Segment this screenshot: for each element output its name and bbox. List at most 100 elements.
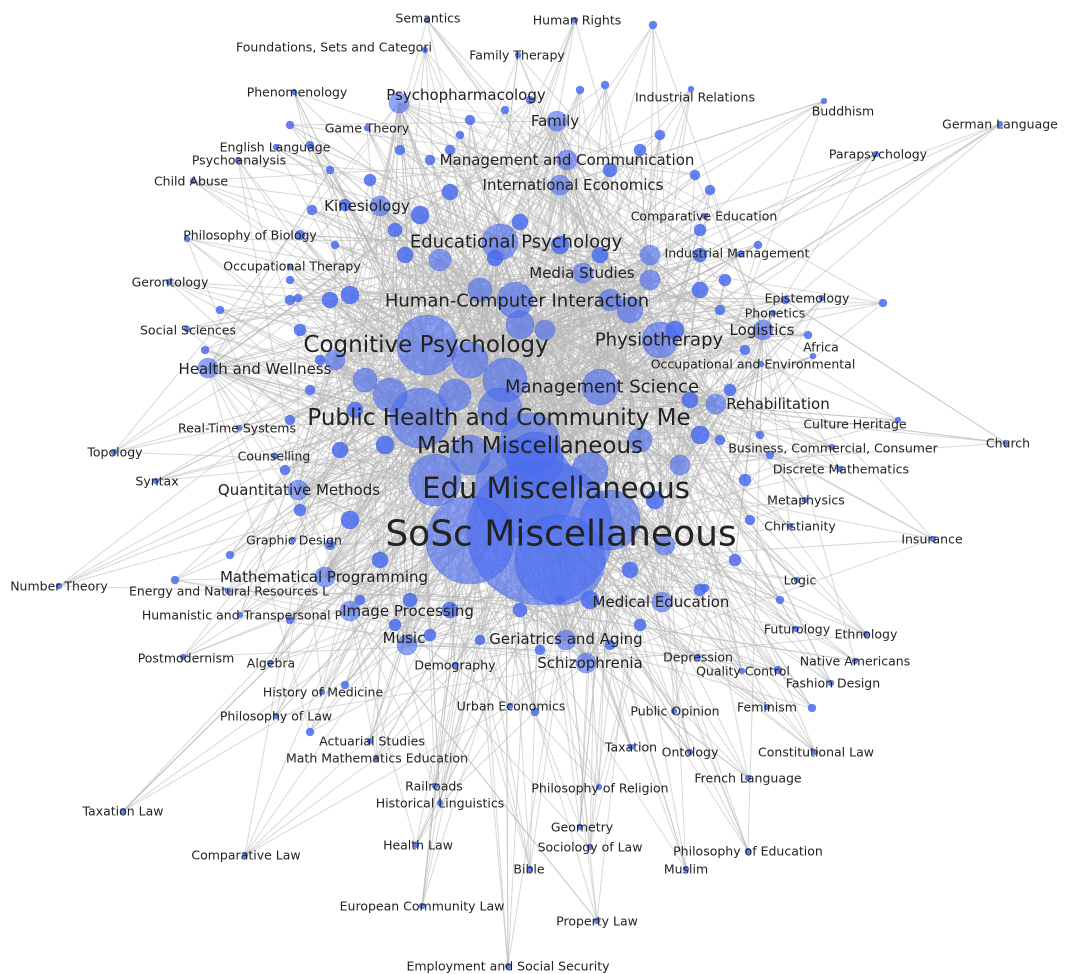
node-circle-32[interactable] bbox=[388, 92, 410, 114]
node-label-insurance[interactable]: Insurance bbox=[901, 532, 963, 547]
node-label-topology[interactable]: Topology bbox=[86, 445, 143, 460]
node-circle-64[interactable] bbox=[441, 601, 459, 619]
node-circle-17[interactable] bbox=[571, 451, 609, 489]
node-label-number-theory[interactable]: Number Theory bbox=[10, 579, 108, 594]
node-circle-121[interactable] bbox=[285, 120, 295, 130]
node-circle-81[interactable] bbox=[293, 503, 307, 517]
node-circle-77[interactable] bbox=[633, 143, 647, 157]
node-label-muslim[interactable]: Muslim bbox=[664, 862, 708, 877]
node-circle-70[interactable] bbox=[486, 249, 504, 267]
node-circle-83[interactable] bbox=[423, 628, 437, 642]
node-label-comparative-education[interactable]: Comparative Education bbox=[631, 209, 778, 224]
node-circle-213[interactable] bbox=[526, 865, 534, 873]
node-label-occupational-environmental[interactable]: Occupational and Environmental bbox=[651, 357, 856, 372]
node-circle-93[interactable] bbox=[444, 144, 456, 156]
node-circle-114[interactable] bbox=[600, 80, 610, 90]
node-circle-161[interactable] bbox=[828, 443, 836, 451]
node-circle-216[interactable] bbox=[593, 917, 601, 925]
node-label-french-language[interactable]: French Language bbox=[694, 771, 802, 786]
node-label-algebra[interactable]: Algebra bbox=[247, 656, 295, 671]
node-circle-179[interactable] bbox=[1002, 439, 1010, 447]
node-label-philosophy-religion[interactable]: Philosophy of Religion bbox=[531, 781, 668, 796]
node-label-phonetics[interactable]: Phonetics bbox=[745, 306, 805, 321]
node-circle-79[interactable] bbox=[338, 198, 352, 212]
node-label-music[interactable]: Music bbox=[383, 629, 426, 647]
node-circle-212[interactable] bbox=[744, 847, 752, 855]
node-label-psychopharmacology[interactable]: Psychopharmacology bbox=[386, 86, 546, 104]
node-circle-143[interactable] bbox=[330, 240, 340, 250]
node-label-energy-natural-resources[interactable]: Energy and Natural Resources L bbox=[129, 584, 329, 599]
node-circle-155[interactable] bbox=[289, 536, 297, 544]
node-circle-132[interactable] bbox=[700, 583, 710, 593]
node-circle-54[interactable] bbox=[645, 490, 665, 510]
node-circle-89[interactable] bbox=[718, 273, 732, 287]
node-label-physiotherapy[interactable]: Physiotherapy bbox=[595, 330, 724, 351]
node-circle-40[interactable] bbox=[555, 629, 577, 651]
node-circle-156[interactable] bbox=[451, 661, 459, 669]
node-label-geriatrics-aging[interactable]: Geriatrics and Aging bbox=[489, 630, 642, 648]
node-circle-160[interactable] bbox=[894, 416, 902, 424]
node-circle-96[interactable] bbox=[294, 229, 306, 241]
node-circle-42[interactable] bbox=[197, 357, 219, 379]
node-label-depression[interactable]: Depression bbox=[663, 650, 733, 665]
node-label-constitutional-law[interactable]: Constitutional Law bbox=[758, 745, 874, 760]
node-label-math-mathematics-education[interactable]: Math Mathematics Education bbox=[286, 751, 468, 766]
node-label-syntax[interactable]: Syntax bbox=[135, 474, 178, 489]
node-circle-4[interactable] bbox=[396, 314, 458, 376]
node-label-business-commercial[interactable]: Business, Commercial, Consumer bbox=[728, 441, 938, 456]
node-circle-148[interactable] bbox=[363, 124, 371, 132]
node-label-hci[interactable]: Human-Computer Interaction bbox=[385, 291, 649, 312]
node-label-logic[interactable]: Logic bbox=[784, 573, 817, 588]
node-circle-201[interactable] bbox=[686, 748, 694, 756]
node-label-social-sciences[interactable]: Social Sciences bbox=[140, 323, 236, 338]
node-circle-20[interactable] bbox=[438, 378, 472, 412]
node-label-gerontology[interactable]: Gerontology bbox=[132, 275, 209, 290]
node-circle-50[interactable] bbox=[340, 285, 360, 305]
node-circle-217[interactable] bbox=[504, 962, 512, 970]
node-circle-53[interactable] bbox=[580, 590, 600, 610]
node-circle-150[interactable] bbox=[514, 51, 522, 59]
node-circle-191[interactable] bbox=[851, 657, 859, 665]
node-circle-144[interactable] bbox=[293, 293, 303, 303]
node-circle-18[interactable] bbox=[451, 341, 489, 379]
node-circle-56[interactable] bbox=[665, 320, 685, 340]
node-circle-142[interactable] bbox=[285, 275, 295, 285]
node-circle-214[interactable] bbox=[682, 865, 690, 873]
node-circle-117[interactable] bbox=[500, 105, 510, 115]
node-circle-180[interactable] bbox=[110, 448, 118, 456]
node-circle-118[interactable] bbox=[455, 130, 465, 140]
node-circle-210[interactable] bbox=[412, 841, 420, 849]
node-label-africa[interactable]: Africa bbox=[803, 340, 839, 355]
node-circle-185[interactable] bbox=[236, 611, 244, 619]
node-circle-136[interactable] bbox=[305, 727, 315, 737]
node-label-epistemology[interactable]: Epistemology bbox=[765, 291, 850, 306]
node-circle-87[interactable] bbox=[738, 473, 752, 487]
node-circle-138[interactable] bbox=[225, 550, 235, 560]
node-circle-74[interactable] bbox=[387, 222, 403, 238]
node-circle-135[interactable] bbox=[340, 680, 350, 690]
node-circle-57[interactable] bbox=[550, 235, 570, 255]
node-label-quantitative-methods[interactable]: Quantitative Methods bbox=[218, 481, 380, 499]
node-label-child-abuse[interactable]: Child Abuse bbox=[154, 174, 228, 189]
node-circle-43[interactable] bbox=[396, 634, 418, 656]
node-circle-211[interactable] bbox=[586, 843, 594, 851]
node-circle-174[interactable] bbox=[165, 278, 173, 286]
node-circle-153[interactable] bbox=[235, 424, 243, 432]
node-label-quality-control[interactable]: Quality Control bbox=[696, 664, 790, 679]
node-label-german-language[interactable]: German Language bbox=[942, 117, 1058, 132]
node-label-public-opinion[interactable]: Public Opinion bbox=[630, 704, 719, 719]
node-circle-175[interactable] bbox=[183, 325, 191, 333]
node-label-family[interactable]: Family bbox=[531, 112, 579, 130]
node-label-management-communication[interactable]: Management and Communication bbox=[440, 151, 695, 169]
node-label-math-misc[interactable]: Math Miscellaneous bbox=[417, 433, 643, 459]
node-circle-45[interactable] bbox=[639, 269, 661, 291]
node-circle-205[interactable] bbox=[436, 799, 444, 807]
node-circle-27[interactable] bbox=[428, 248, 452, 272]
node-label-schizophrenia[interactable]: Schizophrenia bbox=[537, 654, 642, 672]
node-label-taxation-law[interactable]: Taxation Law bbox=[81, 804, 163, 819]
node-circle-88[interactable] bbox=[723, 383, 737, 397]
node-label-educational-psychology[interactable]: Educational Psychology bbox=[410, 232, 623, 253]
node-circle-162[interactable] bbox=[836, 465, 844, 473]
node-circle-69[interactable] bbox=[511, 213, 529, 231]
node-label-futurology[interactable]: Futurology bbox=[764, 622, 831, 637]
